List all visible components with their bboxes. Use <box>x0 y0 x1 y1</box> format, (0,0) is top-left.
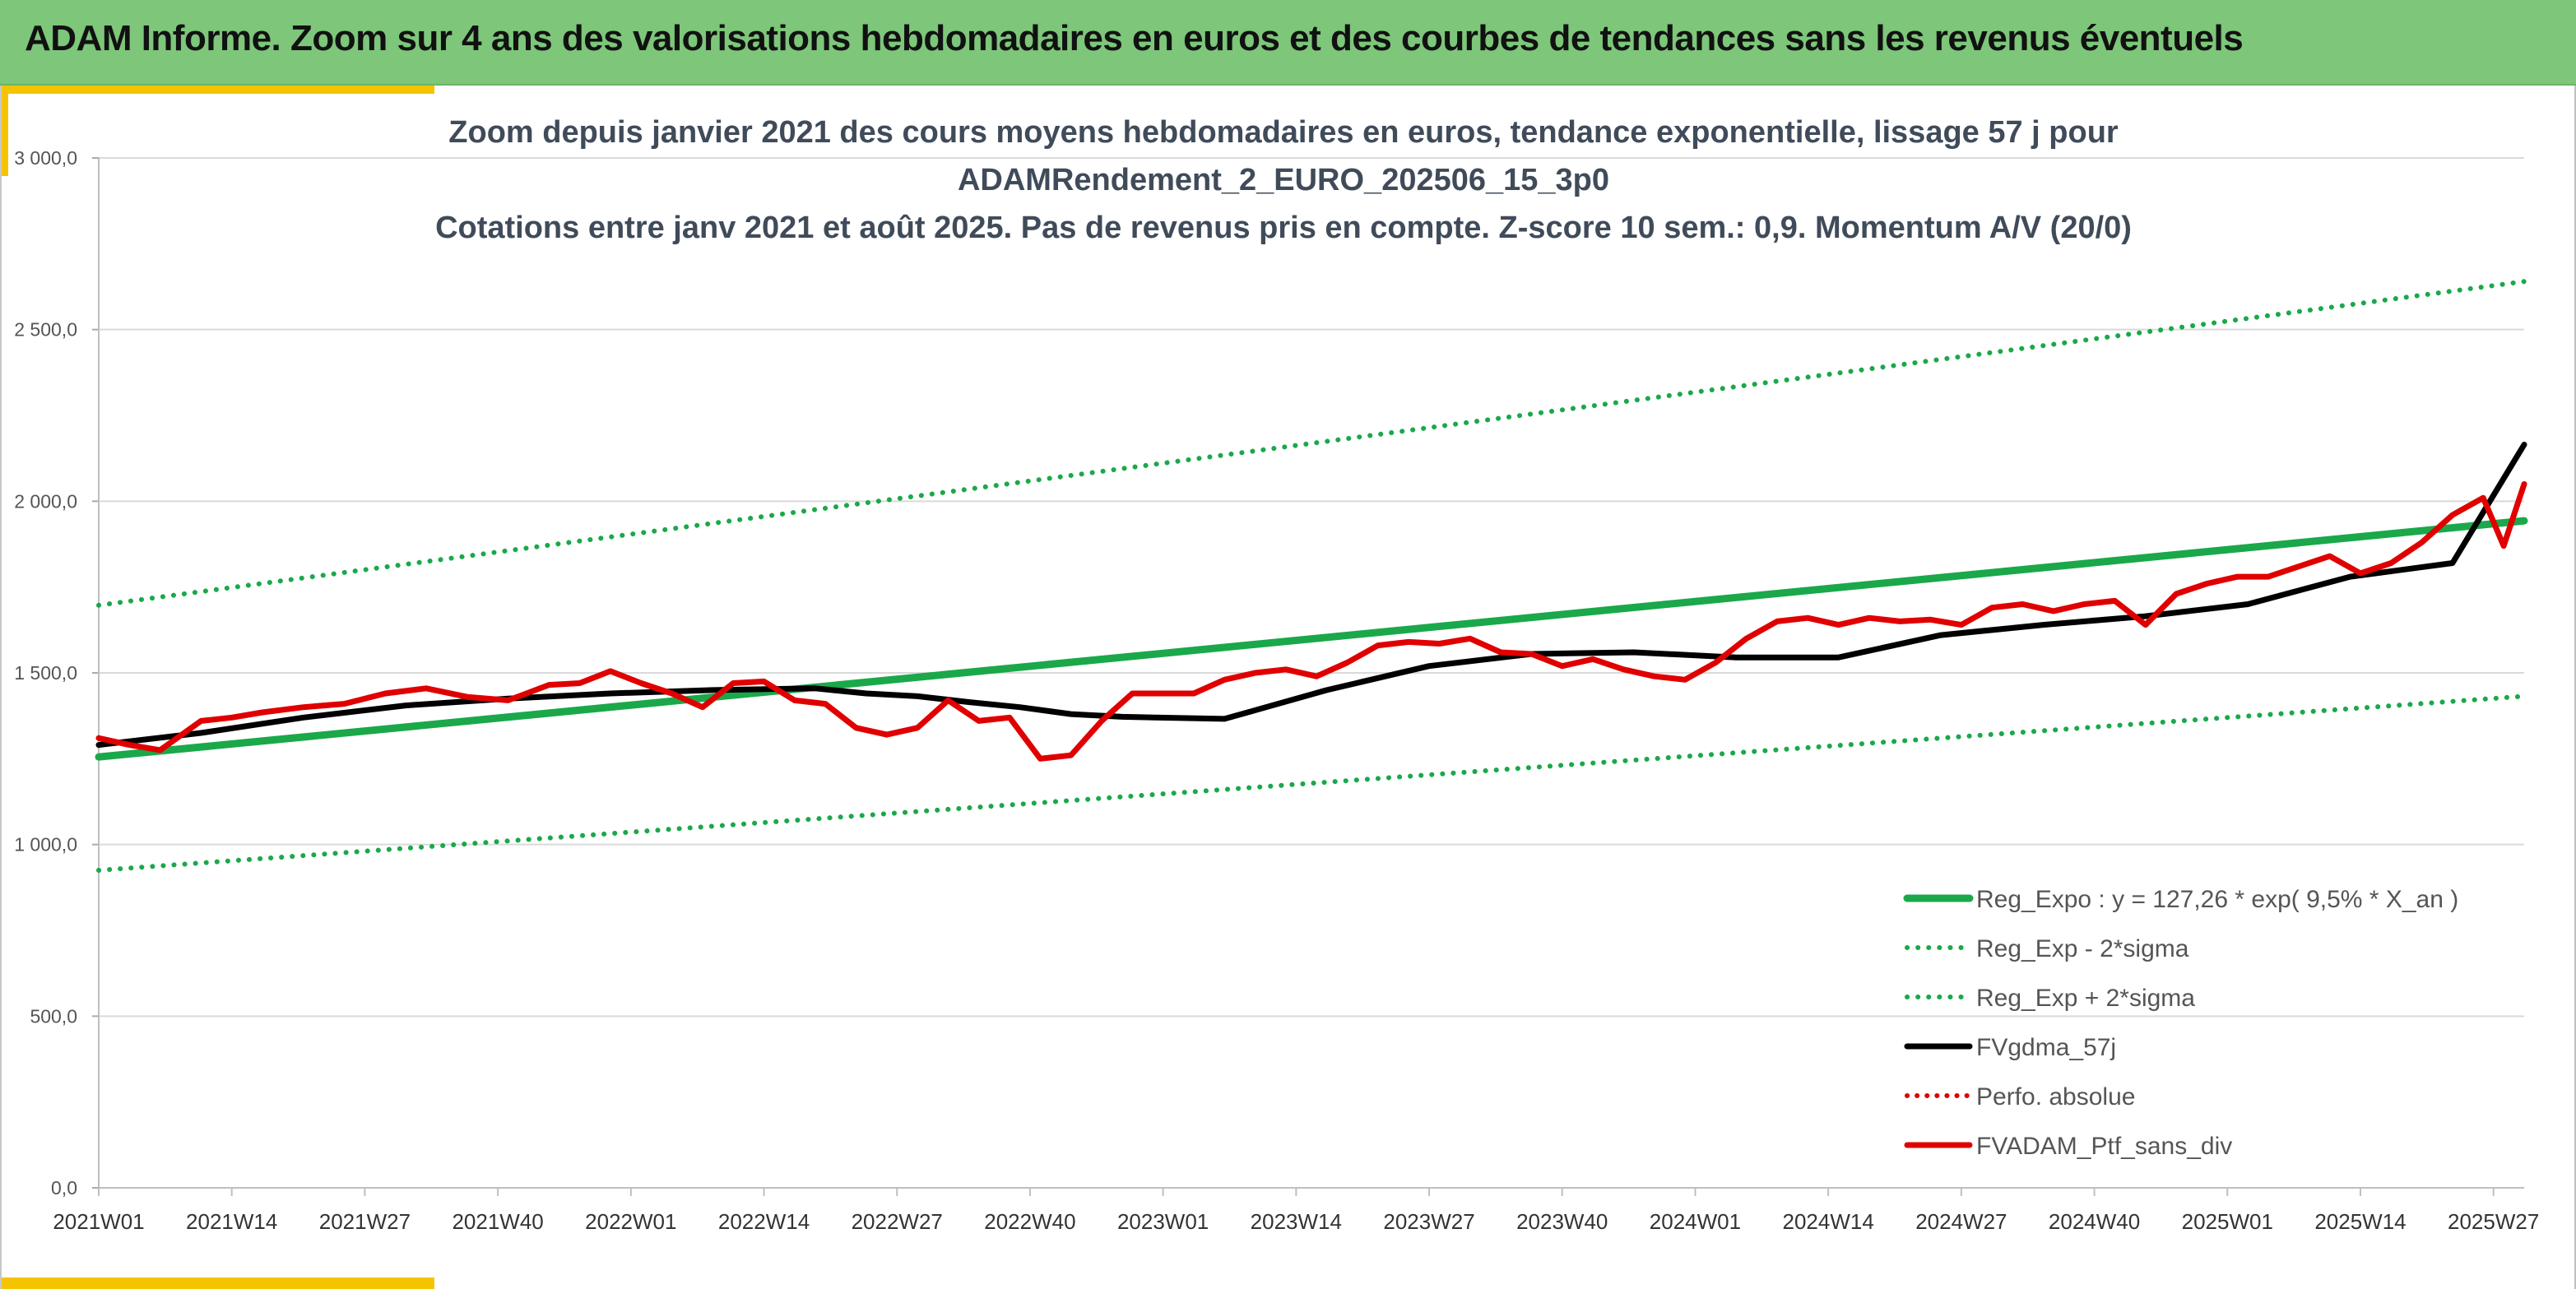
x-tick-label: 2024W14 <box>1783 1209 1874 1234</box>
legend: Reg_Expo : y = 127,26 * exp( 9,5% * X_an… <box>1903 886 2458 1160</box>
series-line-5 <box>95 481 2527 762</box>
x-tick-label: 2025W01 <box>2182 1209 2273 1234</box>
x-tick-label: 2024W40 <box>2049 1209 2140 1234</box>
page-title: ADAM Informe. Zoom sur 4 ans des valoris… <box>25 18 2244 58</box>
chart-title-line-2: ADAMRendement_2_EURO_202506_15_3p0 <box>957 163 1610 197</box>
y-axis-ticks: 0,0 500,0 1 000,0 1 500,0 2 000,0 2 500,0 3 00… <box>14 147 77 1199</box>
header-bar: ADAM Informe. Zoom sur 4 ans des valoris… <box>0 0 2576 86</box>
series-lines <box>95 279 2528 873</box>
x-tick-label: 2024W01 <box>1650 1209 1741 1234</box>
x-tick-label: 2025W14 <box>2314 1209 2406 1234</box>
accent-bar-top-left <box>0 86 434 94</box>
x-tick-label: 2022W14 <box>718 1209 810 1234</box>
chart-frame <box>0 86 2576 1289</box>
x-tick-label: 2021W27 <box>319 1209 411 1234</box>
legend-label-3: FVgdma_57j <box>1976 1034 2116 1061</box>
series-line-1 <box>96 693 2527 873</box>
legend-label-0: Reg_Expo : y = 127,26 * exp( 9,5% * X_an… <box>1976 886 2458 913</box>
x-tick-label: 2021W01 <box>53 1209 144 1234</box>
series-line-3 <box>95 442 2527 749</box>
x-tick-label: 2022W27 <box>852 1209 943 1234</box>
accent-bar-bottom-left <box>0 1277 434 1289</box>
x-tick-label: 2021W40 <box>452 1209 543 1234</box>
y-tick-label: 2 500,0 <box>14 319 77 341</box>
chart-title-line-3: Cotations entre janv 2021 et août 2025. … <box>435 211 2132 245</box>
chart-title: Zoom depuis janvier 2021 des cours moyen… <box>49 109 2518 252</box>
y-tick-label: 500,0 <box>30 1005 77 1027</box>
legend-label-5: FVADAM_Ptf_sans_div <box>1976 1133 2232 1160</box>
y-tick-label: 1 000,0 <box>14 834 77 855</box>
x-tick-label: 2023W01 <box>1117 1209 1209 1234</box>
x-tick-label: 2023W27 <box>1383 1209 1474 1234</box>
accent-bar-left <box>0 86 8 176</box>
x-tick-label: 2025W27 <box>2448 1209 2539 1234</box>
legend-label-2: Reg_Exp + 2*sigma <box>1976 985 2195 1012</box>
y-tick-label: 0,0 <box>51 1177 77 1199</box>
x-tick-label: 2021W14 <box>186 1209 277 1234</box>
legend-label-4: Perfo. absolue <box>1976 1083 2135 1110</box>
x-tick-label: 2023W40 <box>1516 1209 1608 1234</box>
x-tick-label: 2024W27 <box>1915 1209 2007 1234</box>
x-tick-label: 2023W14 <box>1251 1209 1342 1234</box>
y-tick-label: 1 500,0 <box>14 662 77 684</box>
chart-title-line-1: Zoom depuis janvier 2021 des cours moyen… <box>448 115 2119 150</box>
series-line-0 <box>95 517 2528 761</box>
y-tick-label: 3 000,0 <box>14 147 77 169</box>
legend-label-1: Reg_Exp - 2*sigma <box>1976 935 2189 962</box>
x-tick-label: 2022W01 <box>585 1209 676 1234</box>
y-tick-label: 2 000,0 <box>14 490 77 512</box>
x-tick-label: 2022W40 <box>984 1209 1075 1234</box>
series-line-2 <box>96 279 2527 608</box>
x-axis-ticks: 2021W01 2021W14 2021W27 2021W40 2022W01 2022W… <box>53 1209 2539 1234</box>
